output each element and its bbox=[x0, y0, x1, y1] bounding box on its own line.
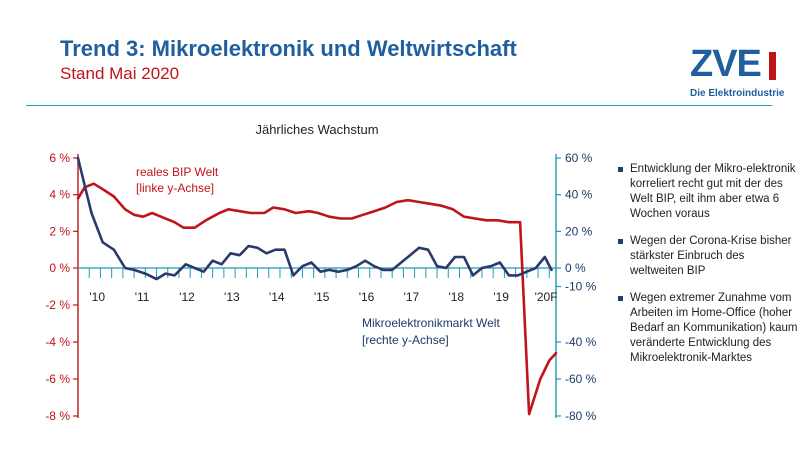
x-axis-tick-label: '16 bbox=[359, 290, 375, 304]
notes-panel: Entwicklung der Mikro-elektronik korreli… bbox=[618, 162, 798, 378]
bullet-icon bbox=[618, 239, 623, 244]
header-divider bbox=[26, 105, 772, 106]
logo-accent-bar bbox=[769, 52, 776, 80]
note-item: Entwicklung der Mikro-elektronik korreli… bbox=[618, 162, 798, 222]
left-axis-tick-label: -8 % bbox=[45, 409, 70, 423]
left-axis-tick-label: 6 % bbox=[49, 151, 70, 165]
right-axis-tick-label: -80 % bbox=[565, 409, 597, 423]
note-text: Entwicklung der Mikro-elektronik korreli… bbox=[630, 163, 796, 220]
bullet-icon bbox=[618, 167, 623, 172]
x-axis-tick-label: '15 bbox=[314, 290, 330, 304]
note-text: Wegen der Corona-Krise bisher stärkster … bbox=[630, 235, 792, 277]
page-title: Trend 3: Mikroelektronik und Weltwirtsch… bbox=[60, 36, 517, 61]
x-axis-tick-label: '12 bbox=[179, 290, 195, 304]
note-item: Wegen der Corona-Krise bisher stärkster … bbox=[618, 234, 798, 279]
market-series-line bbox=[76, 156, 553, 281]
bip-axis-note: [linke y-Achse] bbox=[136, 181, 214, 195]
x-axis-tick-label: '19 bbox=[493, 290, 509, 304]
page-subtitle: Stand Mai 2020 bbox=[60, 64, 180, 83]
right-axis-tick-label: 40 % bbox=[565, 188, 593, 202]
right-axis-tick-label: 0 % bbox=[565, 261, 586, 275]
logo-wordmark: ZVE bbox=[690, 43, 762, 85]
left-axis-tick-label: 4 % bbox=[49, 188, 70, 202]
right-axis-tick-label: 60 % bbox=[565, 151, 593, 165]
note-item: Wegen extremer Zunahme vom Arbeiten im H… bbox=[618, 291, 798, 366]
logo-tagline: Die Elektroindustrie bbox=[690, 88, 785, 99]
x-axis-tick-label: '10 bbox=[89, 290, 105, 304]
market-series-label: Mikroelektronikmarkt Welt bbox=[362, 316, 500, 330]
note-text: Wegen extremer Zunahme vom Arbeiten im H… bbox=[630, 292, 798, 364]
right-axis-tick-label: -10 % bbox=[565, 280, 597, 294]
market-axis-note: [rechte y-Achse] bbox=[362, 333, 449, 347]
bullet-icon bbox=[618, 296, 623, 301]
left-axis-tick-label: 2 % bbox=[49, 224, 70, 238]
bip-series-line bbox=[76, 182, 558, 416]
x-axis-tick-label: '18 bbox=[448, 290, 464, 304]
right-axis-tick-label: -40 % bbox=[565, 335, 597, 349]
right-axis-tick-label: 20 % bbox=[565, 224, 593, 238]
x-axis-tick-label: '14 bbox=[269, 290, 285, 304]
right-axis-tick-label: -60 % bbox=[565, 372, 597, 386]
zvei-logo: ZVE Die Elektroindustrie bbox=[690, 44, 786, 100]
left-axis-tick-label: -6 % bbox=[45, 372, 70, 386]
left-axis-tick-label: -2 % bbox=[45, 298, 70, 312]
x-axis-tick-label: '17 bbox=[404, 290, 420, 304]
bip-series-label: reales BIP Welt bbox=[136, 165, 219, 179]
x-axis-tick-label: '13 bbox=[224, 290, 240, 304]
x-axis-tick-label: '11 bbox=[135, 290, 150, 304]
left-axis-tick-label: 0 % bbox=[49, 261, 70, 275]
left-axis-tick-label: -4 % bbox=[45, 335, 70, 349]
chart-title: Jährliches Wachstum bbox=[255, 122, 378, 137]
x-axis-tick-label: '20F bbox=[535, 290, 558, 304]
